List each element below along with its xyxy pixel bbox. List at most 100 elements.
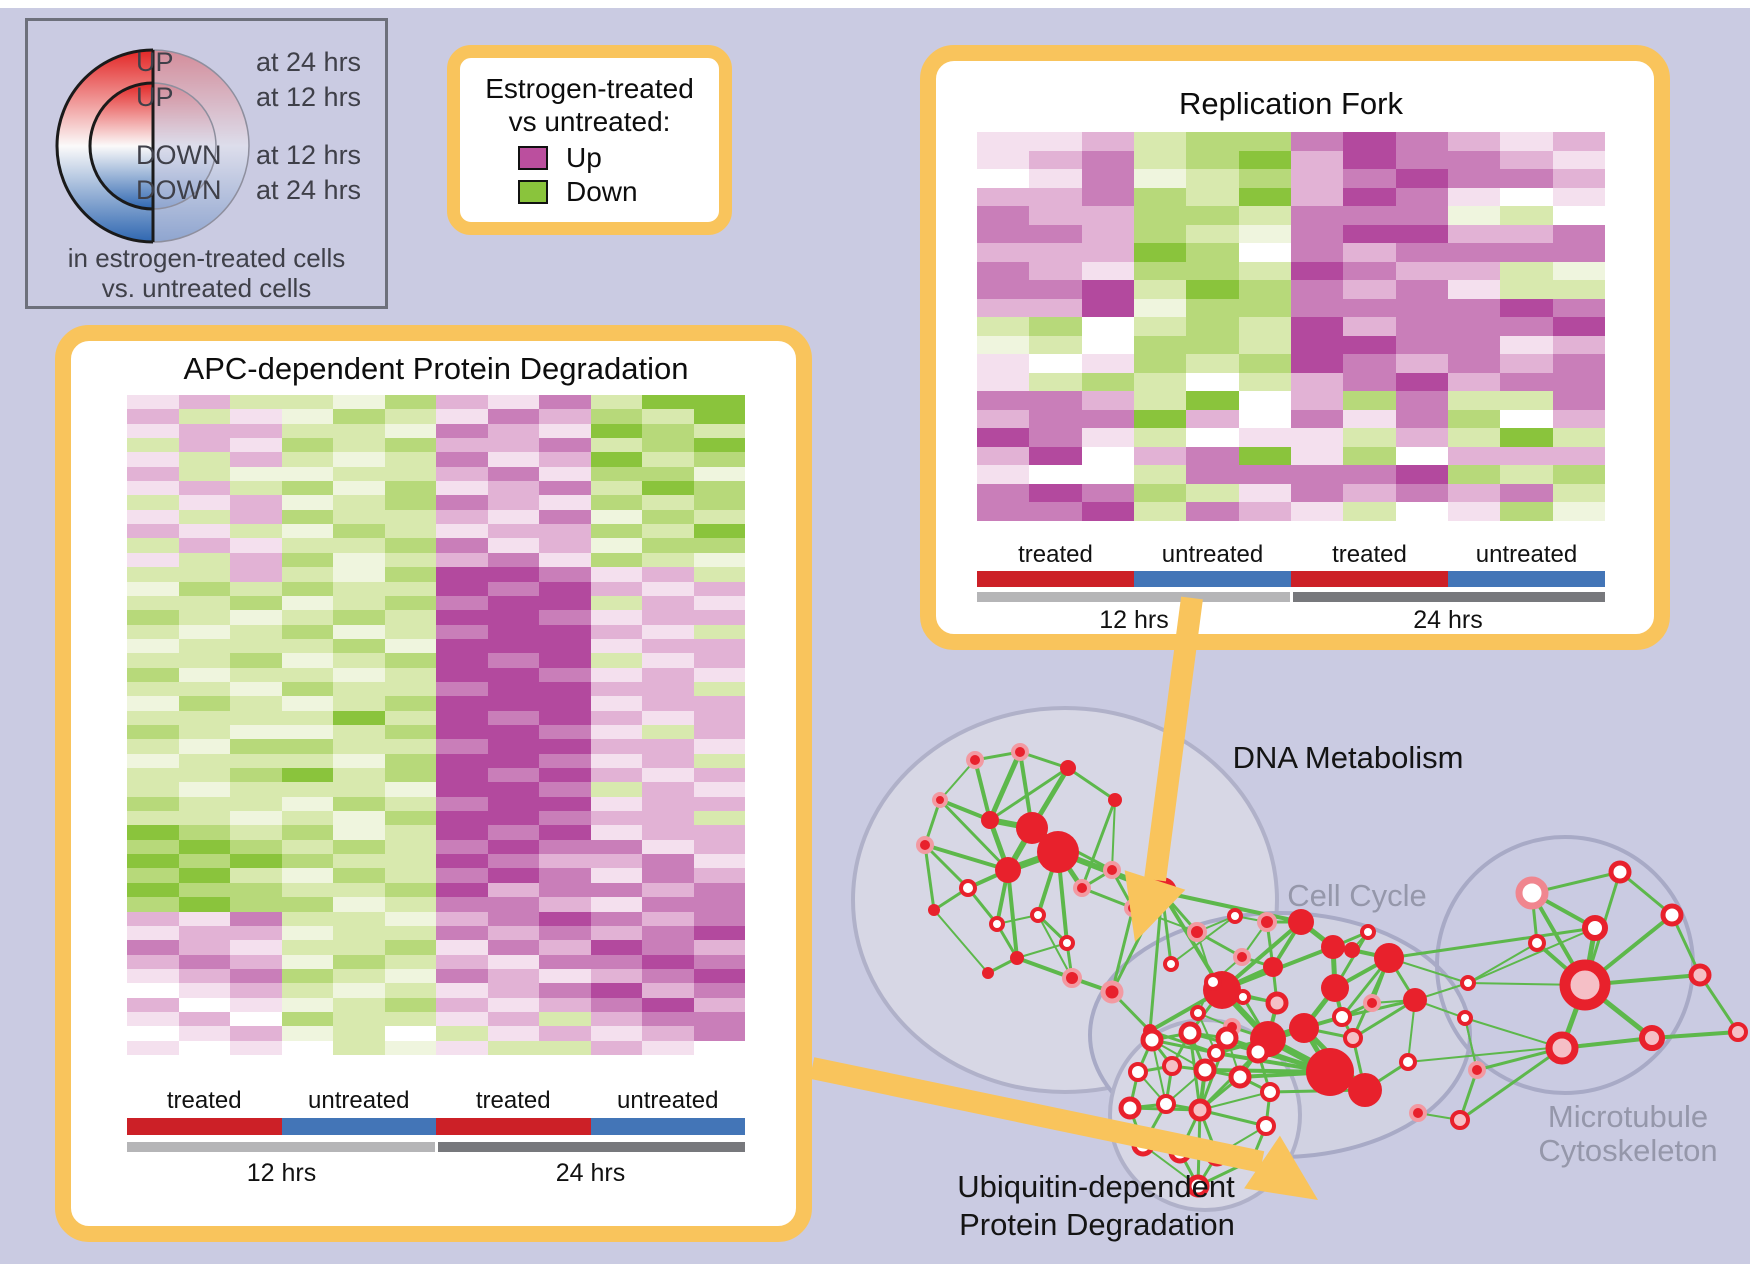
heatmap-cell: [1447, 391, 1501, 410]
heatmap-cell: [178, 638, 230, 654]
heatmap-cell: [178, 911, 230, 926]
heatmap-cell: [487, 538, 539, 553]
time-group-label: 12 hrs: [1099, 606, 1169, 634]
heatmap-cell: [333, 868, 385, 883]
heatmap-cell: [436, 409, 488, 424]
network-node-ring: [1235, 989, 1251, 1005]
heatmap-cell: [1081, 483, 1134, 503]
heatmap-cell: [127, 724, 179, 740]
heatmap-cell: [281, 710, 333, 725]
heatmap-cell: [1186, 132, 1239, 151]
heatmap-cell: [178, 983, 230, 998]
heatmap-cell: [384, 768, 436, 783]
heatmap-cell: [1133, 335, 1187, 355]
heatmap-cell: [487, 825, 539, 840]
heatmap-cell: [1343, 391, 1396, 410]
replication-fork-to-dna-arrow-shaft: [1144, 596, 1203, 882]
heatmap-cell: [642, 782, 694, 797]
heatmap-cell: [333, 610, 385, 625]
sample-group-label: untreated: [1161, 541, 1264, 568]
heatmap-cell: [642, 940, 694, 955]
heatmap-cell: [230, 610, 282, 625]
heatmap-cell: [230, 739, 282, 754]
heatmap-cell: [693, 624, 745, 639]
heatmap-cell: [1081, 354, 1134, 373]
heatmap-cell: [1552, 502, 1605, 521]
heatmap-cell: [1238, 280, 1291, 299]
microtubule-cluster: [1435, 835, 1695, 1095]
network-node-solid: [1321, 974, 1349, 1002]
heatmap-cell: [693, 1040, 745, 1055]
heatmap-cell: [590, 438, 642, 453]
apc-to-ubiquitin-arrow-shaft: [809, 1057, 1265, 1173]
heatmap-cell: [1029, 169, 1082, 188]
heatmap-cell: [693, 595, 745, 611]
heatmap-cell: [230, 524, 282, 539]
heatmap-cell: [333, 395, 385, 410]
heatmap-cell: [281, 954, 333, 969]
network-edge: [1464, 1017, 1563, 1049]
heatmap-cell: [487, 638, 539, 654]
heatmap-cell: [1395, 317, 1448, 336]
heatmap-cell: [1133, 483, 1187, 503]
heatmap-cell: [281, 811, 333, 826]
heatmap-cell: [1447, 187, 1501, 207]
heatmap-cell: [281, 839, 333, 855]
network-node-ring: [1360, 924, 1376, 940]
heatmap-cell: [1447, 150, 1501, 170]
heatmap-cell: [1500, 187, 1553, 207]
heatmap-cell: [384, 409, 436, 424]
heatmap-cell: [1133, 465, 1187, 484]
dna-metabolism-label: DNA Metabolism: [1233, 740, 1464, 775]
heatmap-cell: [539, 1011, 591, 1027]
heatmap-cell: [127, 610, 179, 625]
heatmap-cell: [539, 724, 591, 740]
sample-group-label: untreated: [308, 1087, 410, 1114]
heatmap-cell: [1029, 446, 1082, 466]
heatmap-cell: [1500, 206, 1553, 225]
network-edge: [924, 843, 1009, 872]
heatmap-cell: [384, 581, 436, 596]
heatmap-cell: [590, 1026, 642, 1041]
heatmap-cell: [693, 768, 745, 783]
heatmap-cell: [333, 782, 385, 797]
heatmap-cell: [1081, 391, 1134, 410]
heatmap-cell: [281, 768, 333, 783]
heatmap-cell: [230, 825, 282, 840]
heatmap-cell: [1081, 150, 1134, 170]
network-node-solid: [1288, 909, 1314, 935]
heatmap-cell: [384, 1040, 436, 1055]
heatmap-cell: [127, 710, 179, 725]
network-node-ring: [1030, 907, 1046, 923]
heatmap-cell: [590, 897, 642, 912]
network-edge: [1081, 886, 1134, 910]
heatmap-cell: [333, 524, 385, 539]
heatmap-cell: [281, 940, 333, 955]
heatmap-cell: [436, 667, 488, 682]
heatmap-cell: [642, 811, 694, 826]
heatmap-cell: [1081, 465, 1134, 484]
heatmap-cell: [539, 854, 591, 869]
apc-sample-labels: treated untreated treated untreated: [127, 1087, 745, 1115]
heatmap-cell: [977, 132, 1030, 151]
heatmap-cell: [1290, 317, 1344, 336]
heatmap-cell: [1290, 428, 1344, 447]
heatmap-cell: [1500, 335, 1553, 355]
heatmap-cell: [1186, 243, 1239, 262]
heatmap-cell: [333, 466, 385, 482]
heatmap-cell: [590, 638, 642, 654]
heatmap-cell: [1133, 298, 1187, 318]
heatmap-cell: [1186, 391, 1239, 410]
heatmap-cell: [384, 524, 436, 539]
heatmap-cell: [333, 538, 385, 553]
heatmap-cell: [1238, 224, 1291, 244]
network-node-pinkwhite: [1515, 876, 1549, 910]
heatmap-cell: [642, 710, 694, 725]
heatmap-cell: [693, 882, 745, 898]
heatmap-cell: [384, 753, 436, 769]
heatmap-cell: [590, 538, 642, 553]
heatmap-cell: [436, 768, 488, 783]
heatmap-cell: [1343, 483, 1396, 503]
heatmap-cell: [693, 395, 745, 410]
heatmap-cell: [487, 925, 539, 941]
